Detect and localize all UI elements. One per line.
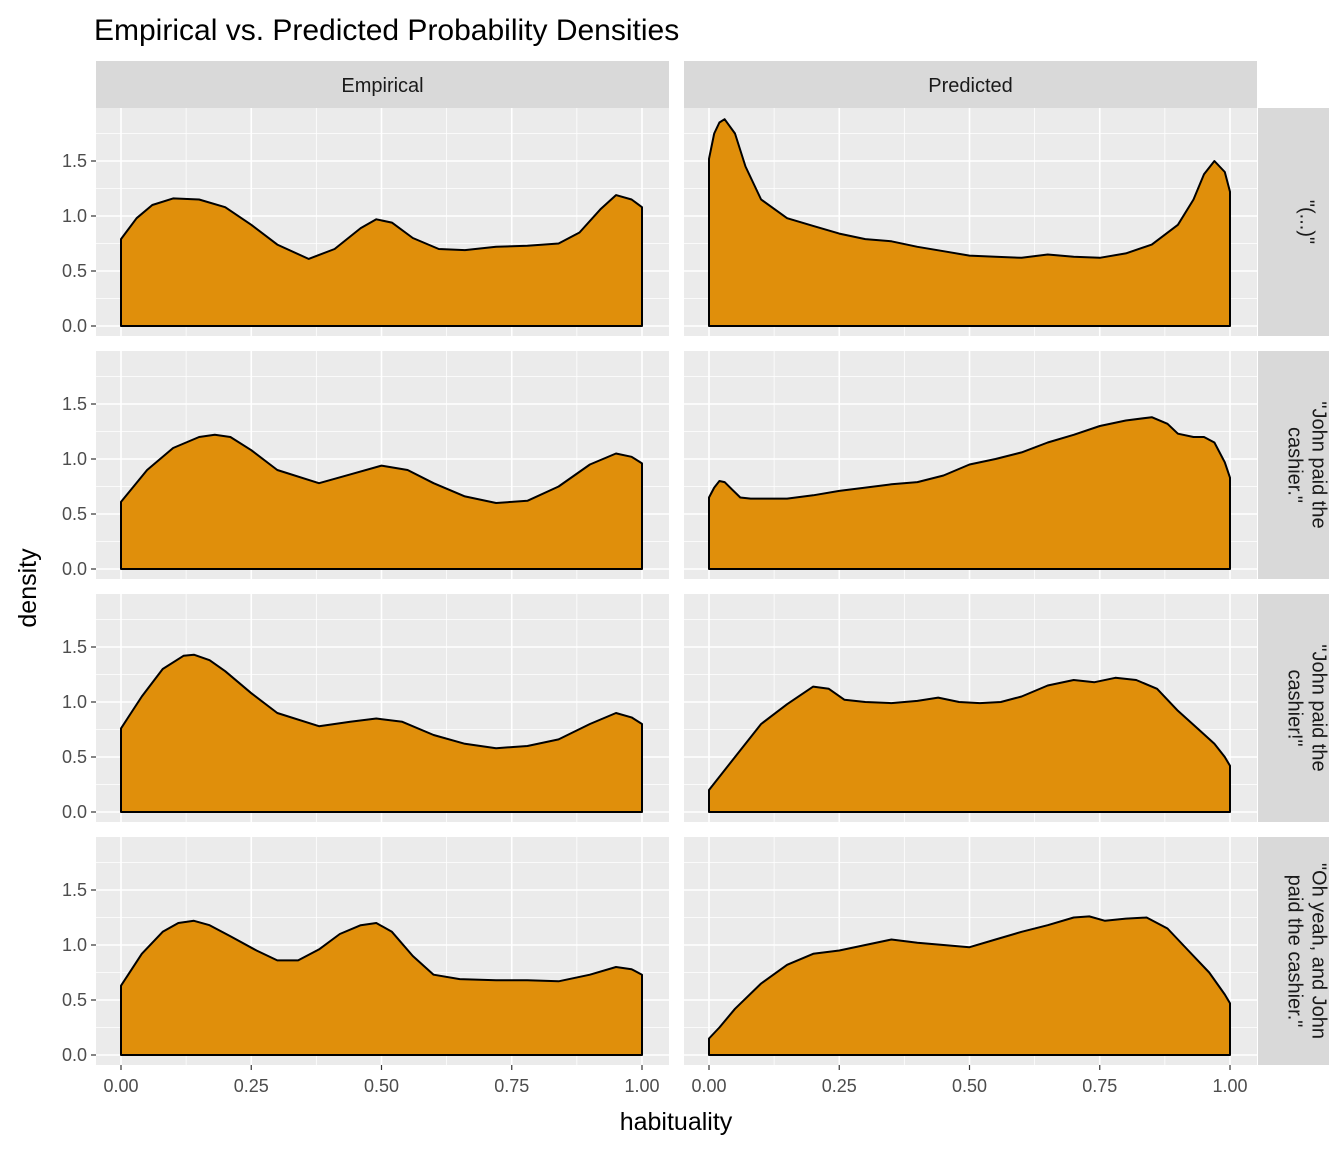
row-strip-label-line: "Oh yeah, and John (1308, 863, 1330, 1039)
y-tick-label: 1.0 (62, 449, 87, 469)
density-area-empirical (120, 919, 643, 1056)
axes: 0.00.51.01.50.00.51.01.50.00.51.01.50.00… (62, 151, 1248, 1096)
row-strip-1: "(...)" (1258, 108, 1329, 336)
x-tick-label: 0.25 (822, 1076, 857, 1096)
row-strip-background (1258, 108, 1329, 336)
y-tick-label: 1.5 (62, 394, 87, 414)
row-strip-label-line: paid the cashier." (1284, 875, 1306, 1028)
y-tick-label: 0.5 (62, 990, 87, 1010)
panel-r3-c2 (684, 594, 1257, 822)
density-area-predicted (708, 676, 1231, 813)
facet-panels (96, 108, 1257, 1065)
row-strip-label-line: "(...)" (1296, 200, 1318, 244)
x-tick-label: 0.50 (364, 1076, 399, 1096)
row-strip-label-line: "John paid the (1308, 401, 1330, 528)
y-tick-label: 1.5 (62, 880, 87, 900)
x-tick-label: 0.25 (234, 1076, 269, 1096)
row-strip-background (1258, 837, 1329, 1065)
row-strip-label-line: cashier." (1284, 427, 1306, 503)
y-tick-label: 0.0 (62, 316, 87, 336)
column-strip-predicted: Predicted (684, 61, 1257, 108)
panel-r4-c1 (96, 837, 669, 1065)
y-tick-label: 1.0 (62, 935, 87, 955)
x-tick-label: 1.00 (1212, 1076, 1247, 1096)
density-area-empirical (120, 653, 643, 813)
x-tick-label: 0.75 (1082, 1076, 1117, 1096)
density-area-predicted (708, 915, 1231, 1056)
y-tick-label: 0.5 (62, 261, 87, 281)
y-tick-label: 1.5 (62, 151, 87, 171)
y-tick-label: 0.0 (62, 802, 87, 822)
y-tick-label: 0.5 (62, 747, 87, 767)
row-strip-background (1258, 351, 1329, 579)
panel-r3-c1 (96, 594, 669, 822)
column-strip-empirical: Empirical (96, 61, 669, 108)
density-area-empirical (120, 194, 643, 327)
column-strip-background (96, 61, 669, 108)
density-area-empirical (120, 433, 643, 570)
row-strip-background (1258, 594, 1329, 822)
density-area-predicted (708, 118, 1231, 327)
row-strip-label-line: "John paid the (1308, 644, 1330, 771)
chart-title: Empirical vs. Predicted Probability Dens… (94, 14, 679, 47)
x-tick-label: 0.75 (494, 1076, 529, 1096)
density-area-predicted (708, 416, 1231, 570)
y-tick-label: 1.0 (62, 206, 87, 226)
panel-r2-c2 (684, 351, 1257, 579)
panel-r2-c1 (96, 351, 669, 579)
y-tick-label: 0.0 (62, 1045, 87, 1065)
panel-r1-c2 (684, 108, 1257, 336)
column-strip-background (684, 61, 1257, 108)
x-tick-label: 0.00 (691, 1076, 726, 1096)
y-tick-label: 1.5 (62, 637, 87, 657)
row-strip-label-line: cashier!" (1284, 669, 1306, 746)
x-axis-title: habituality (620, 1108, 733, 1136)
panel-r1-c1 (96, 108, 669, 336)
y-axis-title: density (14, 548, 42, 628)
y-tick-label: 1.0 (62, 692, 87, 712)
panel-r4-c2 (684, 837, 1257, 1065)
column-strips: Empirical Predicted (96, 61, 1257, 108)
x-tick-label: 0.00 (103, 1076, 138, 1096)
column-strip-label: Predicted (928, 75, 1013, 97)
column-strip-label: Empirical (341, 75, 423, 97)
y-tick-label: 0.0 (62, 559, 87, 579)
x-tick-label: 0.50 (952, 1076, 987, 1096)
y-tick-label: 0.5 (62, 504, 87, 524)
x-tick-label: 1.00 (624, 1076, 659, 1096)
